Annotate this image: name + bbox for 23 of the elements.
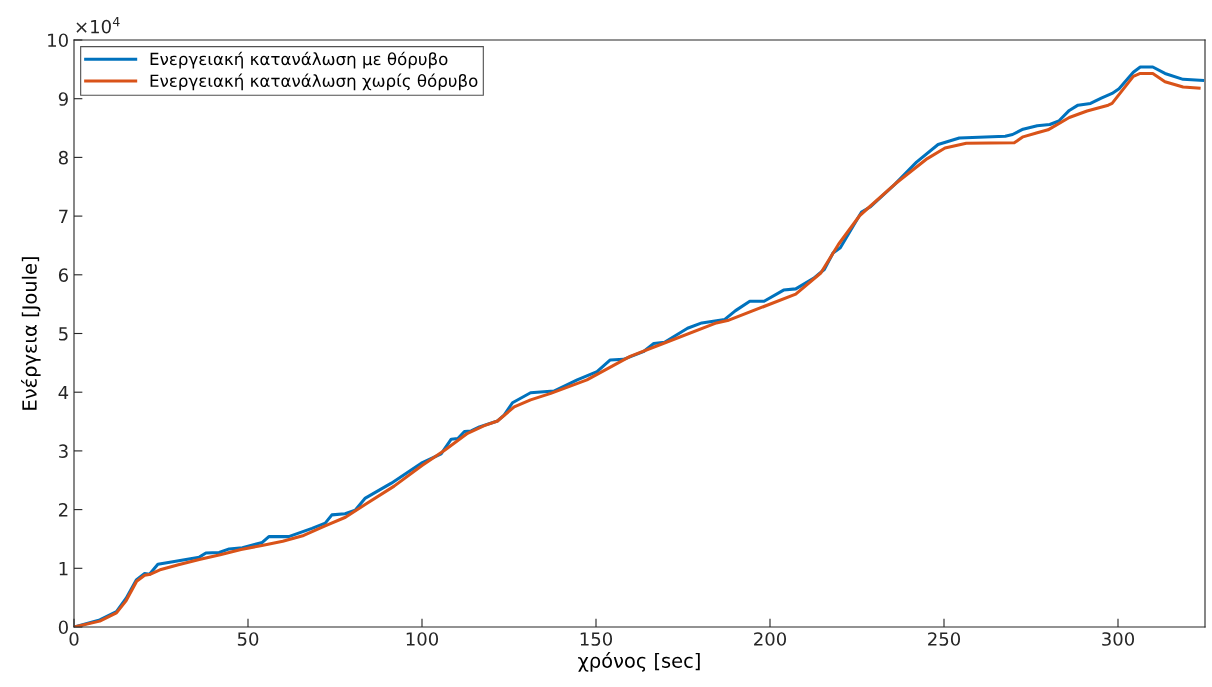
y-tick-label: 10	[48, 33, 68, 48]
y-tick-label: 5	[59, 327, 68, 341]
y-tick-label: 3	[59, 444, 68, 459]
legend-label: Ενεργειακή κατανάλωση με θόρυβο	[150, 51, 448, 69]
x-tick-label: 50	[237, 632, 259, 646]
y-tick-label: 4	[58, 385, 69, 400]
y-axis-title: Ενέργεια [Joule]	[21, 257, 41, 410]
y-tick-label: 2	[58, 503, 68, 517]
y-tick-label: 6	[58, 268, 68, 282]
y-tick-label: 0	[58, 620, 68, 635]
y-tick-label: 1	[59, 562, 68, 576]
x-tick-label: 250	[928, 632, 961, 646]
y-tick-label: 9	[58, 92, 68, 106]
y-tick-label: 7	[59, 209, 68, 223]
x-tick-label: 200	[754, 632, 787, 646]
y-tick-label: 8	[58, 150, 68, 165]
x-tick-label: 0	[69, 632, 79, 646]
x-axis-title: χρόνος [sec]	[578, 652, 700, 672]
x-tick-label: 150	[580, 632, 613, 646]
text: ×10$^{4}$	[76, 17, 120, 34]
legend-label: Ενεργειακή κατανάλωση χωρίς θόρυβο	[150, 73, 478, 91]
x-tick-label: 300	[1102, 632, 1135, 646]
x-tick-label: 100	[406, 632, 439, 646]
